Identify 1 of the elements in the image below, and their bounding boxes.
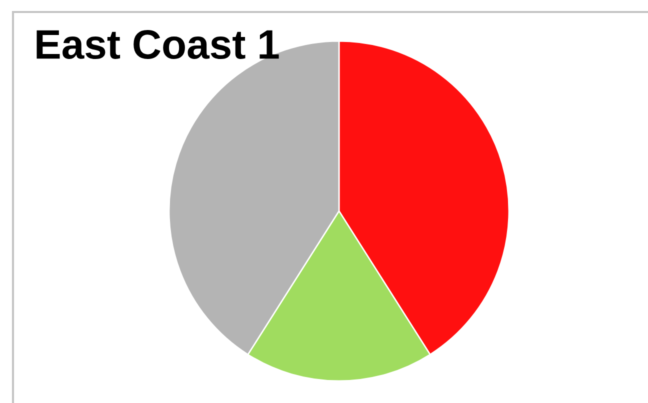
chart-title: East Coast 1 [36,30,279,59]
